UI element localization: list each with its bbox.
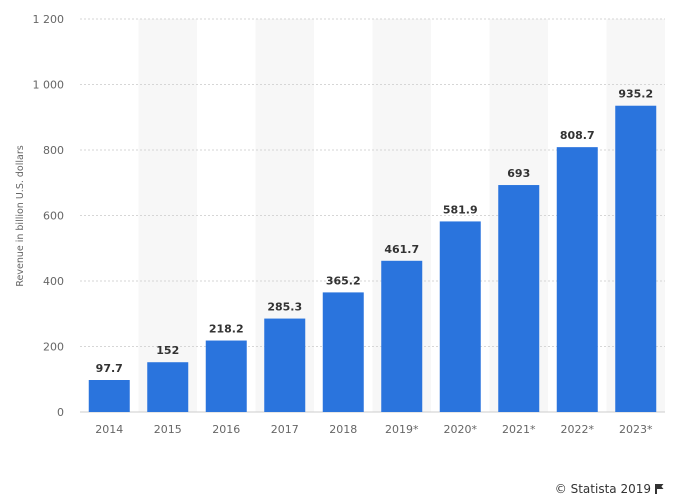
x-tick-label: 2015: [154, 423, 182, 436]
bars: [88, 105, 657, 413]
y-tick-label: 1 000: [33, 79, 65, 92]
data-label: 97.7: [96, 362, 123, 375]
data-label: 581.9: [443, 203, 478, 216]
y-tick-label: 1 200: [33, 13, 65, 26]
data-label: 365.2: [326, 274, 361, 287]
x-axis-ticks: 2014 2015 2016 2017 2018 2019* 2020* 2021* 2022*…: [95, 423, 653, 436]
bar-2022*[interactable]: [556, 147, 598, 412]
y-tick-label: 800: [43, 144, 64, 157]
data-label: 693: [507, 167, 530, 180]
bar-2019*[interactable]: [381, 260, 423, 412]
x-tick-label: 2021*: [502, 423, 536, 436]
x-tick-label: 2022*: [561, 423, 595, 436]
data-label: 808.7: [560, 129, 595, 142]
bar-2017[interactable]: [264, 318, 306, 412]
credit-text: © Statista 2019: [554, 482, 651, 496]
bar-2015[interactable]: [147, 362, 189, 412]
x-tick-label: 2018: [329, 423, 357, 436]
data-labels: 97.7 152 218.2 285.3 365.2 461.7 581.9 693 808.7…: [96, 88, 653, 375]
bar-2020*[interactable]: [439, 221, 481, 412]
y-axis-ticks: 0 200 400 600 800 1 000 1 200: [33, 13, 65, 419]
statista-credit[interactable]: © Statista 2019: [555, 482, 663, 496]
data-label: 285.3: [267, 301, 302, 314]
x-tick-label: 2020*: [444, 423, 478, 436]
data-label: 152: [156, 344, 179, 357]
bar-2018[interactable]: [322, 292, 364, 412]
x-tick-label: 2014: [95, 423, 123, 436]
flag-icon[interactable]: [655, 484, 663, 494]
data-label: 461.7: [384, 243, 419, 256]
bar-2016[interactable]: [205, 340, 247, 412]
bar-2021*[interactable]: [498, 185, 540, 412]
y-tick-label: 0: [57, 406, 64, 419]
y-tick-label: 400: [43, 275, 64, 288]
data-label: 218.2: [209, 323, 244, 336]
x-tick-label: 2016: [212, 423, 240, 436]
x-tick-label: 2017: [271, 423, 299, 436]
y-tick-label: 600: [43, 210, 64, 223]
y-axis-title: Revenue in billion U.S. dollars: [15, 145, 26, 286]
x-tick-label: 2023*: [619, 423, 653, 436]
y-tick-label: 200: [43, 341, 64, 354]
bar-2023*[interactable]: [615, 105, 657, 413]
data-label: 935.2: [618, 88, 653, 101]
x-tick-label: 2019*: [385, 423, 419, 436]
bar-2014[interactable]: [88, 380, 130, 412]
gridlines: [80, 18, 665, 413]
